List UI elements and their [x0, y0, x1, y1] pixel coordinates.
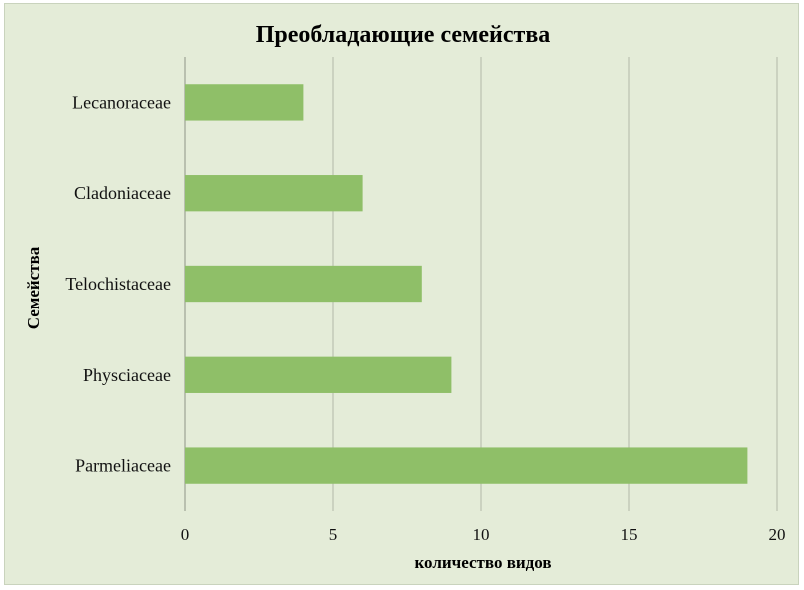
bar-physciaceae [185, 356, 452, 393]
bar-chart: Преобладающие семейства Lecanoraceae Clad… [24, 22, 786, 572]
bar-telochistaceae [185, 265, 422, 303]
x-axis-title: количество видов [414, 553, 551, 572]
x-tick-15: 15 [621, 525, 638, 544]
category-label-physciaceae: Physciaceae [83, 365, 171, 385]
category-labels: Lecanoraceae Cladoniaceae Telochistaceae Ph… [65, 92, 171, 475]
bar-cladoniaceae [185, 175, 363, 212]
category-label-lecanoraceae: Lecanoraceae [72, 92, 171, 112]
bar-lecanoraceae [185, 84, 304, 121]
x-tick-5: 5 [329, 525, 338, 544]
x-tick-10: 10 [473, 525, 490, 544]
x-tick-0: 0 [181, 525, 190, 544]
bars [185, 84, 748, 484]
chart-frame: Преобладающие семейства Lecanoraceae Clad… [4, 3, 799, 585]
y-axis-title: Семейства [24, 246, 43, 329]
category-label-parmeliaceae: Parmeliaceae [75, 456, 171, 476]
x-tick-labels: 0 5 10 15 20 [181, 525, 786, 544]
chart-title: Преобладающие семейства [256, 22, 551, 48]
category-label-telochistaceae: Telochistaceae [65, 274, 171, 294]
x-tick-20: 20 [769, 525, 786, 544]
bar-parmeliaceae [185, 447, 748, 484]
category-label-cladoniaceae: Cladoniaceae [74, 183, 171, 203]
